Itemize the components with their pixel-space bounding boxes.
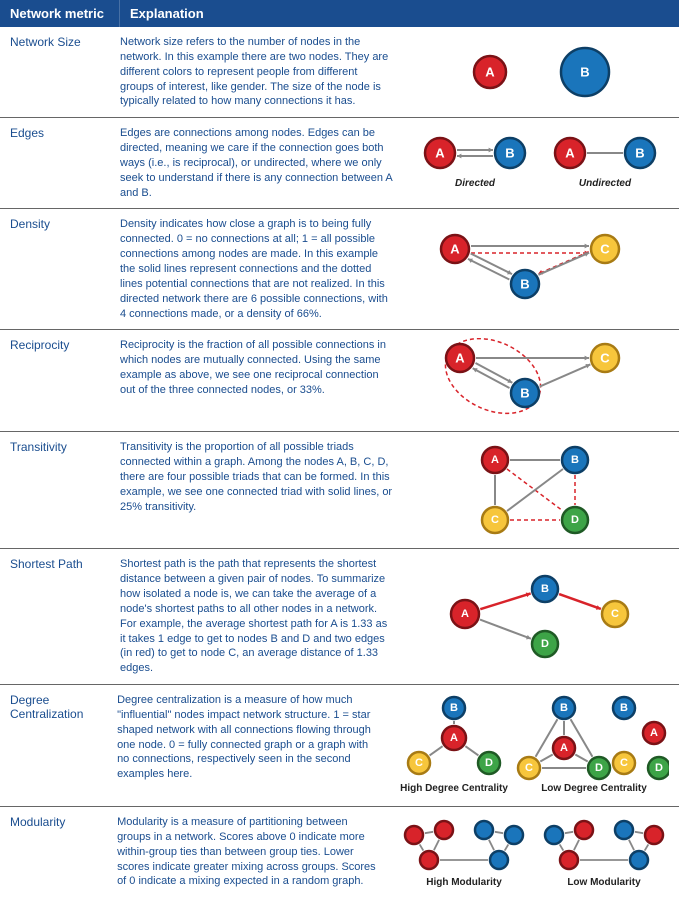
- diagram-density: A B C: [400, 217, 679, 321]
- row-reciprocity: Reciprocity Reciprocity is the fraction …: [0, 330, 679, 432]
- metric-name: Degree Centralization: [0, 693, 117, 798]
- metric-text: Shortest path is the path that represent…: [120, 557, 400, 676]
- svg-text:A: A: [461, 608, 469, 620]
- metric-name: Edges: [0, 126, 120, 200]
- metric-text: Edges are connections among nodes. Edges…: [120, 126, 400, 200]
- svg-text:Directed: Directed: [454, 178, 495, 189]
- row-shortest-path: Shortest Path Shortest path is the path …: [0, 549, 679, 685]
- diagram-modularity: High Modularity Low Modularity: [389, 815, 679, 895]
- metric-name: Reciprocity: [0, 338, 120, 423]
- svg-text:A: A: [450, 242, 460, 257]
- row-modularity: Modularity Modularity is a measure of pa…: [0, 807, 679, 903]
- svg-text:A: A: [560, 742, 568, 754]
- svg-text:C: C: [600, 351, 610, 366]
- svg-text:B: B: [571, 454, 579, 466]
- svg-text:Low Degree Centrality: Low Degree Centrality: [541, 783, 647, 794]
- diagram-edges: A B Directed A B Undirected: [400, 126, 679, 200]
- svg-text:C: C: [600, 242, 610, 257]
- svg-text:B: B: [635, 146, 644, 161]
- metric-name: Density: [0, 217, 120, 321]
- table-header: Network metric Explanation: [0, 0, 679, 27]
- svg-text:A: A: [565, 146, 575, 161]
- svg-text:High Degree Centrality: High Degree Centrality: [400, 783, 508, 794]
- svg-text:D: D: [571, 514, 579, 526]
- svg-text:A: A: [435, 146, 445, 161]
- metric-text: Modularity is a measure of partitioning …: [117, 815, 389, 895]
- network-metrics-table: Network metric Explanation Network Size …: [0, 0, 679, 903]
- svg-text:Undirected: Undirected: [578, 178, 631, 189]
- svg-text:High Modularity: High Modularity: [426, 877, 502, 888]
- svg-text:C: C: [415, 757, 423, 769]
- metric-text: Degree centralization is a measure of ho…: [117, 693, 389, 798]
- svg-text:A: A: [650, 727, 658, 739]
- diagram-shortest-path: A B C D: [400, 557, 679, 676]
- svg-text:Low Modularity: Low Modularity: [567, 877, 641, 888]
- metric-text: Density indicates how close a graph is t…: [120, 217, 400, 321]
- svg-text:B: B: [620, 702, 628, 714]
- svg-text:C: C: [620, 757, 628, 769]
- metric-text: Transitivity is the proportion of all po…: [120, 440, 400, 540]
- svg-text:B: B: [520, 386, 529, 401]
- svg-text:D: D: [485, 757, 493, 769]
- metric-name: Network Size: [0, 35, 120, 109]
- diagram-network-size: AB: [400, 35, 679, 109]
- row-transitivity: Transitivity Transitivity is the proport…: [0, 432, 679, 549]
- header-explanation: Explanation: [120, 0, 679, 27]
- svg-text:D: D: [655, 762, 663, 774]
- diagram-reciprocity: A B C: [400, 338, 679, 423]
- diagram-transitivity: A B C D: [400, 440, 679, 540]
- svg-text:B: B: [580, 65, 589, 80]
- svg-text:C: C: [491, 514, 499, 526]
- metric-name: Shortest Path: [0, 557, 120, 676]
- svg-text:B: B: [520, 277, 529, 292]
- header-metric: Network metric: [0, 0, 120, 27]
- svg-text:B: B: [505, 146, 514, 161]
- svg-text:D: D: [595, 762, 603, 774]
- svg-text:A: A: [450, 732, 458, 744]
- row-network-size: Network Size Network size refers to the …: [0, 27, 679, 118]
- metric-name: Transitivity: [0, 440, 120, 540]
- row-degree: Degree Centralization Degree centralizat…: [0, 685, 679, 807]
- svg-text:A: A: [485, 65, 495, 80]
- svg-text:A: A: [491, 454, 499, 466]
- svg-text:D: D: [541, 638, 549, 650]
- diagram-degree: A B C D High Degree Centrality A B C D B A C D Low De…: [389, 693, 679, 798]
- svg-text:C: C: [611, 608, 619, 620]
- metric-text: Network size refers to the number of nod…: [120, 35, 400, 109]
- svg-text:B: B: [560, 702, 568, 714]
- metric-name: Modularity: [0, 815, 117, 895]
- svg-text:A: A: [455, 351, 465, 366]
- svg-text:B: B: [450, 702, 458, 714]
- svg-text:B: B: [541, 583, 549, 595]
- row-density: Density Density indicates how close a gr…: [0, 209, 679, 330]
- metric-text: Reciprocity is the fraction of all possi…: [120, 338, 400, 423]
- svg-text:C: C: [525, 762, 533, 774]
- row-edges: Edges Edges are connections among nodes.…: [0, 118, 679, 209]
